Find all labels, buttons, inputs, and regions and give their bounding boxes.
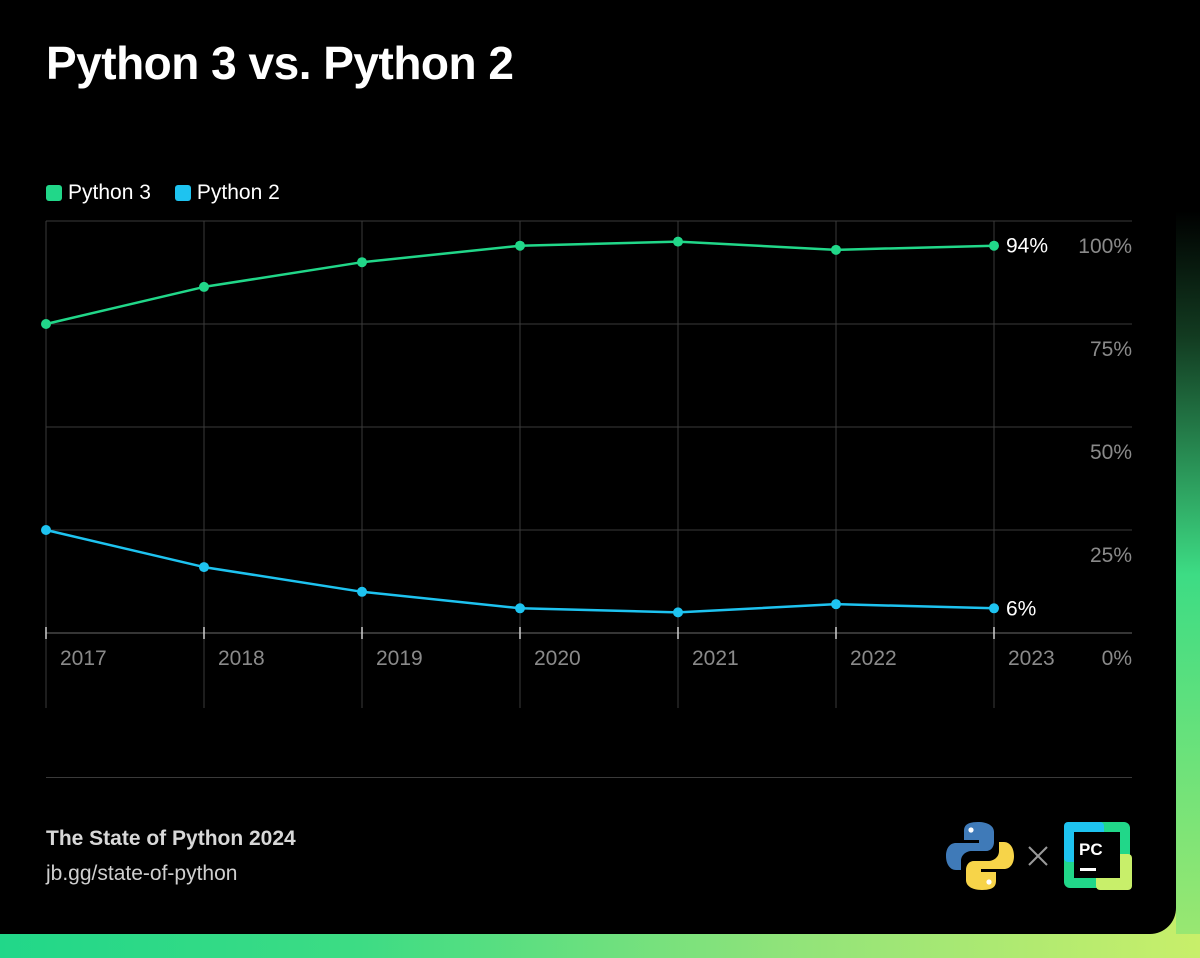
y-tick-label: 0% bbox=[1102, 647, 1132, 670]
pycharm-logo-icon: PC bbox=[1064, 822, 1132, 890]
data-point-python2 bbox=[357, 586, 367, 597]
end-label-python3: 94% bbox=[1006, 235, 1048, 258]
x-tick-label: 2023 bbox=[1008, 647, 1055, 670]
data-point-python2 bbox=[831, 599, 841, 610]
legend-item-python2: Python 2 bbox=[174, 181, 280, 205]
card: Python 3 vs. Python 2 Python 3 Python 2 … bbox=[0, 0, 1176, 934]
data-point-python2 bbox=[199, 562, 209, 573]
footer-divider bbox=[46, 777, 1132, 778]
data-point-python3 bbox=[199, 281, 209, 292]
legend-label-python3: Python 3 bbox=[68, 181, 151, 204]
y-tick-label: 100% bbox=[1078, 235, 1132, 258]
data-point-python3 bbox=[515, 240, 525, 251]
x-tick-label: 2017 bbox=[60, 647, 107, 670]
x-tick-label: 2018 bbox=[218, 647, 265, 670]
footer-url[interactable]: jb.gg/state-of-python bbox=[46, 862, 238, 885]
data-point-python3 bbox=[989, 240, 999, 251]
data-point-python2 bbox=[515, 603, 525, 614]
y-tick-label: 25% bbox=[1090, 544, 1132, 567]
data-point-python3 bbox=[831, 244, 841, 255]
footer-title: The State of Python 2024 bbox=[46, 827, 296, 850]
x-tick-label: 2022 bbox=[850, 647, 897, 670]
page-title: Python 3 vs. Python 2 bbox=[46, 37, 514, 89]
y-tick-label: 75% bbox=[1090, 338, 1132, 361]
pycharm-logo-text: PC bbox=[1079, 840, 1103, 859]
side-gradient bbox=[1176, 0, 1200, 934]
data-point-python3 bbox=[357, 257, 367, 268]
line-chart: 2017 2018 2019 2020 2021 2022 2023 0% 25% 50% 75% 1… bbox=[41, 220, 1132, 708]
x-tick-label: 2020 bbox=[534, 647, 581, 670]
brand-logos: PC bbox=[946, 822, 1132, 890]
data-point-python2 bbox=[673, 607, 683, 618]
legend-item-python3: Python 3 bbox=[46, 181, 151, 205]
data-point-python3 bbox=[673, 236, 683, 247]
data-point-python3 bbox=[41, 319, 51, 329]
legend: Python 3 Python 2 bbox=[46, 181, 280, 205]
end-label-python2: 6% bbox=[1006, 597, 1036, 620]
times-icon bbox=[1028, 846, 1048, 866]
python-logo-icon bbox=[946, 822, 1014, 890]
data-point-python2 bbox=[41, 525, 51, 535]
x-tick-label: 2021 bbox=[692, 647, 739, 670]
legend-swatch-python3 bbox=[46, 185, 62, 201]
legend-label-python2: Python 2 bbox=[196, 181, 280, 204]
data-point-python2 bbox=[989, 603, 999, 614]
legend-swatch-python2 bbox=[174, 185, 191, 201]
y-tick-label: 50% bbox=[1090, 441, 1132, 464]
x-tick-label: 2019 bbox=[376, 647, 423, 670]
